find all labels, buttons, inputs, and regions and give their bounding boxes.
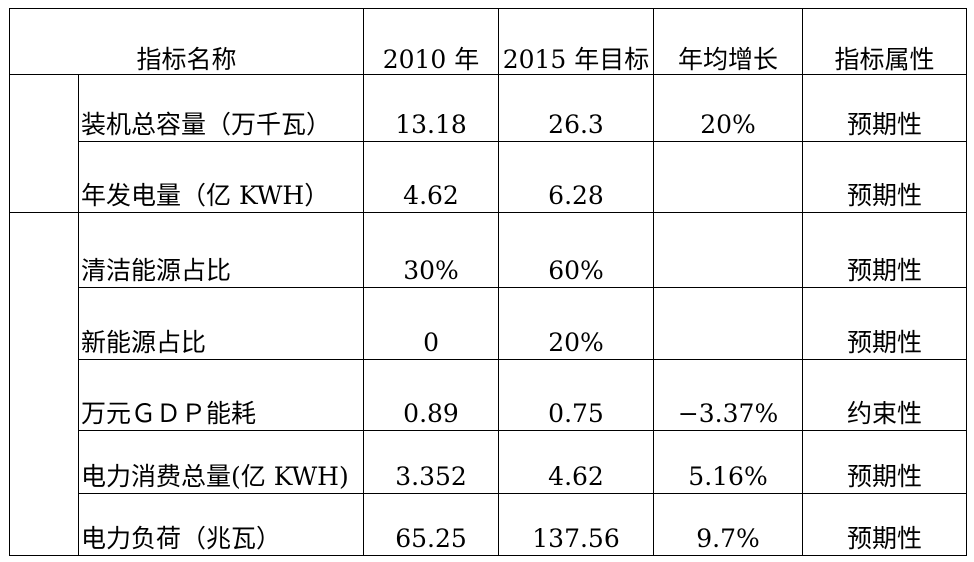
- value-growth: [653, 287, 804, 360]
- category-cell: [9, 212, 79, 556]
- value-2010: 3.352: [363, 430, 500, 494]
- value-growth: −3.37%: [653, 359, 804, 431]
- value-attribute: 预期性: [802, 430, 968, 494]
- table-row: 电力消费总量(亿 KWH) 3.352 4.62 5.16% 预期性: [10, 430, 968, 494]
- header-2010: 2010 年: [363, 8, 500, 75]
- header-annual-growth: 年均增长: [653, 8, 804, 75]
- value-attribute: 预期性: [802, 287, 968, 360]
- table-row: 新能源占比 0 20% 预期性: [10, 287, 968, 360]
- value-attribute: 约束性: [802, 359, 968, 431]
- table-row: 万元ＧＤＰ能耗 0.89 0.75 −3.37% 约束性: [10, 359, 968, 431]
- value-growth: [653, 212, 804, 288]
- table-row: 电力负荷（兆瓦） 65.25 137.56 9.7% 预期性: [10, 493, 968, 556]
- indicator-name: 电力负荷（兆瓦）: [77, 493, 365, 556]
- category-cell: [9, 74, 79, 213]
- indicator-name: 装机总容量（万千瓦）: [77, 74, 365, 142]
- value-2015: 6.28: [498, 141, 655, 213]
- indicator-name: 万元ＧＤＰ能耗: [77, 359, 365, 431]
- value-2010: 13.18: [363, 74, 500, 142]
- header-row: 指标名称 2010 年 2015 年目标 年均增长 指标属性: [8, 8, 968, 75]
- value-2010: 65.25: [363, 493, 500, 556]
- table-row: 装机总容量（万千瓦） 13.18 26.3 20% 预期性: [9, 74, 968, 213]
- table-row: 年发电量（亿 KWH） 4.62 6.28 预期性: [10, 141, 968, 213]
- value-2010: 0.89: [363, 359, 500, 431]
- header-2015-target: 2015 年目标: [498, 8, 655, 75]
- value-2015: 26.3: [498, 74, 655, 142]
- value-growth: 5.16%: [653, 430, 804, 494]
- value-attribute: 预期性: [802, 212, 968, 288]
- value-2010: 0: [363, 287, 500, 360]
- indicator-name: 清洁能源占比: [77, 212, 365, 288]
- value-attribute: 预期性: [802, 493, 968, 556]
- table-row: 清洁能源占比 30% 60% 预期性: [9, 212, 968, 556]
- value-2010: 30%: [363, 212, 500, 288]
- indicator-table: 指标名称 2010 年 2015 年目标 年均增长 指标属性 装机总容量（万千瓦…: [8, 8, 968, 556]
- value-2010: 4.62: [363, 141, 500, 213]
- value-growth: 20%: [653, 74, 804, 142]
- indicator-name: 电力消费总量(亿 KWH): [77, 430, 365, 494]
- value-2015: 4.62: [498, 430, 655, 494]
- value-attribute: 预期性: [802, 74, 968, 142]
- indicator-name: 新能源占比: [77, 287, 365, 360]
- value-growth: [653, 141, 804, 213]
- header-indicator-name: 指标名称: [8, 8, 365, 75]
- value-2015: 20%: [498, 287, 655, 360]
- header-indicator-attribute: 指标属性: [802, 8, 968, 75]
- value-2015: 0.75: [498, 359, 655, 431]
- value-2015: 60%: [498, 212, 655, 288]
- value-2015: 137.56: [498, 493, 655, 556]
- value-attribute: 预期性: [802, 141, 968, 213]
- value-growth: 9.7%: [653, 493, 804, 556]
- indicator-name: 年发电量（亿 KWH）: [77, 141, 365, 213]
